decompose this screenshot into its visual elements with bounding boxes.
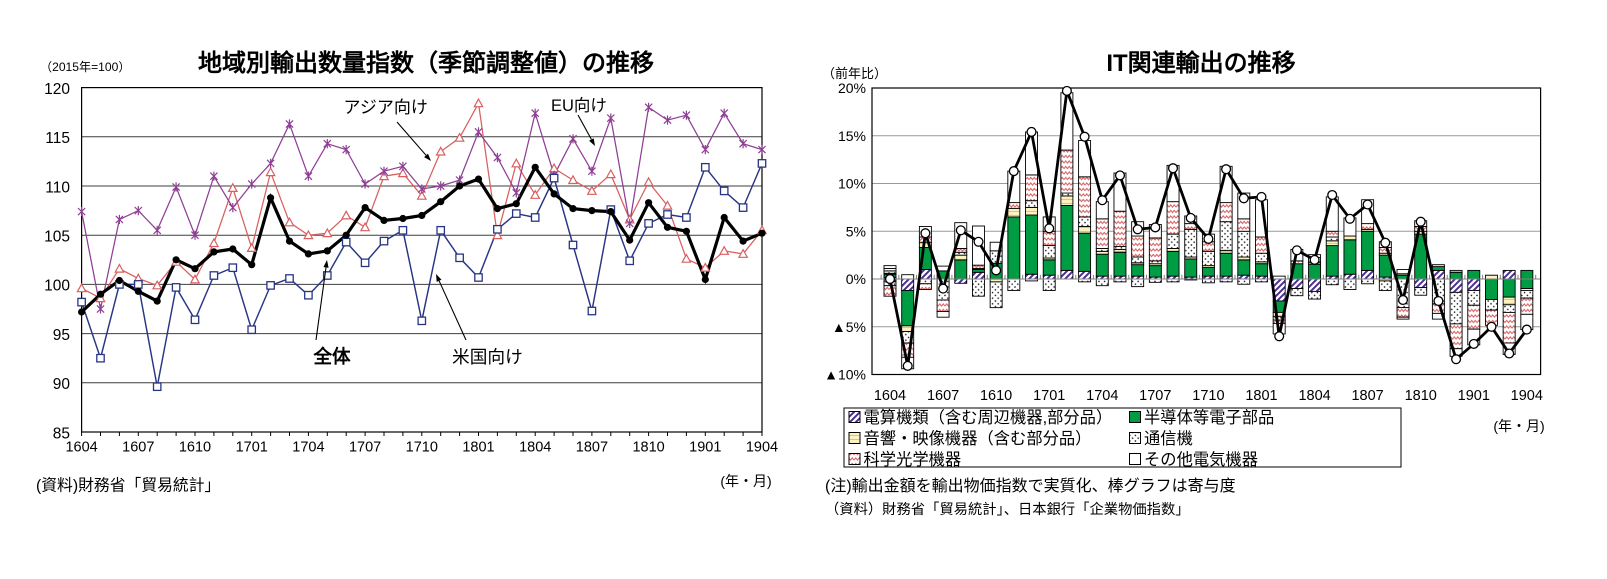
svg-text:1607: 1607 bbox=[122, 440, 154, 456]
svg-text:(注)輸出金額を輸出物価指数で実質化、棒グラフは寄与度: (注)輸出金額を輸出物価指数で実質化、棒グラフは寄与度 bbox=[825, 477, 1236, 495]
svg-text:1804: 1804 bbox=[1298, 388, 1330, 404]
svg-text:1810: 1810 bbox=[632, 440, 664, 456]
svg-text:1610: 1610 bbox=[980, 388, 1012, 404]
svg-text:105: 105 bbox=[44, 229, 70, 246]
svg-text:通信機: 通信機 bbox=[1144, 430, 1193, 448]
svg-text:1901: 1901 bbox=[1458, 388, 1490, 404]
svg-text:10%: 10% bbox=[838, 176, 866, 192]
svg-text:5%: 5% bbox=[846, 223, 866, 239]
svg-text:15%: 15% bbox=[838, 128, 866, 144]
svg-text:1807: 1807 bbox=[1351, 388, 1383, 404]
svg-text:1810: 1810 bbox=[1405, 388, 1437, 404]
svg-text:1704: 1704 bbox=[292, 440, 324, 456]
svg-text:1701: 1701 bbox=[1033, 388, 1065, 404]
svg-text:音響・映像機器（含む部分品）: 音響・映像機器（含む部分品） bbox=[864, 430, 1092, 448]
svg-text:（2015年=100）: （2015年=100） bbox=[40, 60, 130, 74]
svg-text:1901: 1901 bbox=[689, 440, 721, 456]
svg-text:(年・月): (年・月) bbox=[720, 473, 771, 489]
svg-text:アジア向け: アジア向け bbox=[344, 98, 428, 117]
svg-text:地域別輸出数量指数（季節調整値）の推移: 地域別輸出数量指数（季節調整値）の推移 bbox=[198, 49, 654, 77]
svg-text:EU向け: EU向け bbox=[551, 96, 607, 115]
svg-text:100: 100 bbox=[44, 278, 70, 295]
svg-text:その他電気機器: その他電気機器 bbox=[1144, 451, 1258, 469]
svg-text:米国向け: 米国向け bbox=[452, 347, 523, 367]
svg-text:1904: 1904 bbox=[1511, 388, 1543, 404]
svg-text:（前年比）: （前年比） bbox=[822, 66, 887, 81]
svg-text:半導体等電子部品: 半導体等電子部品 bbox=[1144, 408, 1274, 427]
svg-text:(資料)財務省「貿易統計」: (資料)財務省「貿易統計」 bbox=[36, 477, 220, 495]
svg-text:20%: 20% bbox=[838, 80, 866, 96]
svg-text:95: 95 bbox=[53, 327, 70, 344]
svg-text:90: 90 bbox=[53, 376, 71, 393]
svg-text:1807: 1807 bbox=[576, 440, 608, 456]
svg-text:1801: 1801 bbox=[462, 440, 494, 456]
svg-text:全体: 全体 bbox=[313, 346, 352, 367]
svg-text:1904: 1904 bbox=[746, 440, 778, 456]
svg-text:1801: 1801 bbox=[1245, 388, 1277, 404]
svg-text:1804: 1804 bbox=[519, 440, 551, 456]
svg-text:（資料）財務省「貿易統計」、日本銀行「企業物価指数」: （資料）財務省「貿易統計」、日本銀行「企業物価指数」 bbox=[825, 500, 1190, 518]
svg-text:▲10%: ▲10% bbox=[824, 367, 866, 383]
svg-text:1604: 1604 bbox=[874, 388, 906, 404]
svg-text:85: 85 bbox=[53, 425, 70, 442]
svg-text:1704: 1704 bbox=[1086, 388, 1118, 404]
svg-text:IT関連輸出の推移: IT関連輸出の推移 bbox=[1106, 49, 1295, 77]
svg-text:1607: 1607 bbox=[927, 388, 959, 404]
svg-text:110: 110 bbox=[45, 179, 70, 196]
svg-text:1707: 1707 bbox=[349, 440, 381, 456]
svg-text:1604: 1604 bbox=[65, 440, 97, 456]
svg-text:120: 120 bbox=[44, 81, 70, 98]
svg-text:科学光学機器: 科学光学機器 bbox=[864, 451, 962, 469]
svg-text:1710: 1710 bbox=[406, 440, 438, 456]
svg-text:1701: 1701 bbox=[236, 440, 268, 456]
svg-text:115: 115 bbox=[45, 130, 70, 147]
svg-text:電算機類（含む周辺機器,部分品）: 電算機類（含む周辺機器,部分品） bbox=[864, 408, 1113, 427]
svg-text:0%: 0% bbox=[846, 271, 866, 287]
svg-text:▲5%: ▲5% bbox=[832, 319, 866, 335]
svg-text:1707: 1707 bbox=[1139, 388, 1171, 404]
svg-text:(年・月): (年・月) bbox=[1493, 418, 1544, 434]
svg-text:1710: 1710 bbox=[1192, 388, 1224, 404]
svg-text:1610: 1610 bbox=[179, 440, 211, 456]
